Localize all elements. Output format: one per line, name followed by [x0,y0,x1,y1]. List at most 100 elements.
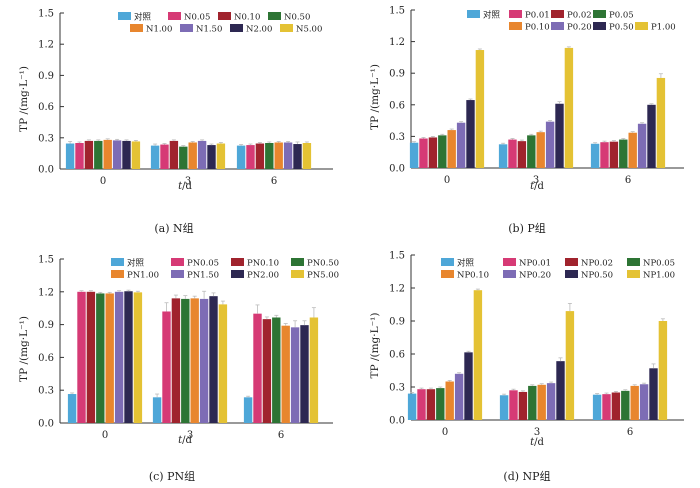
bar-PN1.00 [105,293,114,423]
bar-PN2.00 [209,296,218,423]
legend-label: NP0.02 [581,259,613,269]
legend-label: P0.01 [525,11,550,21]
bar-P0.01 [600,142,609,168]
legend-label: N5.00 [296,25,322,35]
legend-swatch [503,258,516,266]
bar-对照 [499,395,509,420]
x-axis-label-var: t [530,437,535,448]
bar-N0.05 [160,144,169,169]
y-tick-label: 0.9 [389,317,405,328]
x-tick-label: 3 [187,430,193,441]
bar-P0.02 [609,141,619,168]
bar-对照 [243,397,253,423]
legend-swatch [441,258,454,266]
bar-NP0.05 [621,390,630,420]
y-tick-label: 1.5 [38,9,54,20]
legend-swatch [280,24,293,32]
bar-N2.00 [207,145,216,169]
bar-N2.00 [293,144,302,169]
legend-swatch [111,270,124,278]
y-tick-label: 1.2 [389,37,405,48]
bar-PN1.50 [199,298,209,423]
bar-NP0.05 [528,385,537,420]
bar-P0.10 [628,132,637,168]
bar-NP1.00 [565,311,575,420]
bar-PN0.10 [262,319,272,423]
panel-caption: (a) N组 [154,221,193,235]
bar-N0.05 [246,145,255,169]
x-axis-label: t/d [178,435,192,446]
bar-N1.50 [112,140,122,169]
panel-caption: (c) PN组 [149,469,195,483]
bar-NP1.00 [658,321,668,420]
x-axis-label-var: t [178,181,183,192]
legend-swatch [231,258,244,266]
bar-对照 [498,144,508,168]
legend-label: NP0.01 [519,259,551,269]
legend-swatch [218,12,231,20]
bar-P0.05 [619,139,628,168]
bar-P0.20 [456,122,466,168]
legend-label: PN1.00 [127,271,159,281]
legend-swatch [565,270,578,278]
legend-label: NP0.20 [519,271,551,281]
legend-swatch [441,270,454,278]
bar-N2.00 [122,140,131,169]
legend-label: P0.10 [525,23,550,33]
bar-NP0.01 [509,390,518,420]
legend-swatch [627,258,640,266]
legend-label: 对照 [134,12,152,23]
bar-NP0.50 [649,368,658,420]
legend-swatch [168,12,181,20]
legend-swatch [118,12,131,20]
x-tick-label: 0 [442,427,448,438]
legend-swatch [593,10,606,18]
bar-N0.05 [75,143,84,169]
bar-NP0.10 [445,381,454,420]
legend-label: P0.05 [609,11,634,21]
bar-PN5.00 [218,304,228,423]
bar-P1.00 [475,50,485,168]
bar-P0.10 [536,132,545,168]
bar-NP0.20 [546,383,556,420]
bar-PN2.00 [124,291,133,423]
y-tick-label: 1.2 [389,284,405,295]
legend-label: N0.50 [284,13,310,23]
y-tick-label: 1.2 [38,287,54,298]
bar-N0.10 [84,140,94,169]
bar-PN0.50 [272,317,281,423]
bar-P0.50 [647,104,656,168]
x-tick-label: 6 [271,176,277,187]
legend-label: PN5.00 [307,271,339,281]
legend-label: P0.02 [567,11,592,21]
bar-NP0.02 [518,391,528,420]
bar-PN5.00 [133,292,143,423]
bar-P0.01 [419,138,428,168]
y-tick-label: 0.9 [389,69,405,80]
legend-label: 对照 [483,10,501,21]
x-axis-label-var: t [530,181,535,192]
bar-对照 [407,393,417,420]
y-tick-label: 0.9 [38,71,54,82]
bar-NP0.05 [436,388,445,420]
x-axis-label-unit: /d [534,437,544,448]
legend-swatch [231,270,244,278]
bar-N0.10 [255,143,265,169]
bar-NP0.02 [611,392,621,420]
y-tick-label: 1.2 [38,40,54,51]
bar-N0.50 [179,146,188,169]
bar-PN1.00 [281,325,290,423]
bar-P0.05 [527,135,536,168]
bar-NP0.50 [556,361,565,420]
bar-P1.00 [564,47,574,168]
bar-N5.00 [131,141,141,169]
legend-swatch [627,270,640,278]
bar-NP0.50 [464,352,473,420]
x-tick-label: 6 [278,430,284,441]
bar-N0.50 [94,140,103,169]
y-tick-label: 0.6 [389,350,405,361]
legend-swatch [503,270,516,278]
legend-swatch [565,258,578,266]
x-tick-label: 0 [102,430,108,441]
y-axis-label: TP /(mg·L⁻¹) [369,64,381,130]
